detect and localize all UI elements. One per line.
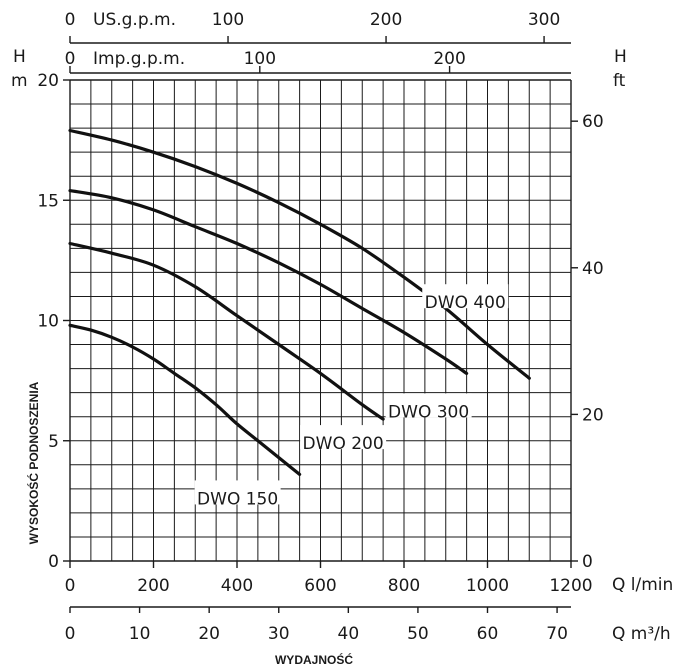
y-tick-label: 15 (37, 191, 59, 211)
us-gpm-tick-label: 200 (370, 10, 402, 30)
series-label-bg-dwo-200 (300, 425, 387, 450)
y-tick-label: 20 (37, 71, 59, 91)
grid (69, 79, 572, 562)
series-label-bg-dwo-150 (194, 480, 281, 505)
imp-gpm-tick-label: 0 (65, 49, 76, 69)
x2-tick-label: 70 (546, 624, 568, 644)
x2-unit-label-m3h: Q m³/h (612, 624, 671, 644)
x-tick-label: 0 (65, 576, 76, 596)
y-tick-label: 10 (37, 312, 59, 332)
y-left-unit-m: m (11, 71, 28, 91)
series-label-bg-dwo-300 (385, 393, 472, 418)
x2-tick-label: 40 (338, 624, 360, 644)
us-gpm-tick-label: 0 (65, 10, 76, 30)
x-unit-label-lmin: Q l/min (612, 575, 673, 595)
us-gpm-tick-label: 300 (528, 10, 560, 30)
y-right-tick-label: 20 (582, 405, 604, 425)
x-tick-label: 800 (388, 576, 420, 596)
series-layer (68, 128, 531, 476)
series-label-bg-dwo-400 (422, 284, 509, 309)
us-gpm-label: US.g.p.m. (93, 10, 176, 30)
series-label-dwo-300: DWO 300 (388, 402, 469, 422)
series-label-dwo-150: DWO 150 (197, 489, 278, 509)
x-tick-label: 200 (137, 576, 169, 596)
imp-gpm-label: Imp.g.p.m. (93, 49, 185, 69)
x-axis-title: WYDAJNOŚĆ (275, 652, 353, 667)
series-label-dwo-200: DWO 200 (303, 434, 384, 454)
x2-tick-label: 60 (477, 624, 499, 644)
x2-tick-label: 30 (268, 624, 290, 644)
imp-gpm-tick-label: 200 (433, 49, 465, 69)
y-axis-title: WYSOKOŚĆ PODNOSZENIA (26, 381, 41, 544)
series-line-dwo-300 (68, 189, 469, 375)
y-tick-label: 0 (48, 552, 59, 572)
y-right-unit-H: H (614, 47, 627, 67)
y-right-unit-ft: ft (613, 71, 626, 91)
series-line-dwo-400 (68, 128, 531, 380)
x-tick-label: 1200 (549, 576, 592, 596)
x-tick-label: 400 (221, 576, 253, 596)
x2-tick-label: 50 (407, 624, 429, 644)
y-left-unit-H: H (13, 47, 26, 67)
us-gpm-tick-label: 100 (212, 10, 244, 30)
x2-tick-label: 0 (65, 624, 76, 644)
x2-tick-label: 10 (129, 624, 151, 644)
series-label-dwo-400: DWO 400 (425, 293, 506, 313)
series-line-dwo-200 (68, 241, 385, 421)
y-tick-label: 5 (48, 432, 59, 452)
x-tick-label: 600 (304, 576, 336, 596)
y-right-tick-label: 0 (582, 552, 593, 572)
x2-tick-label: 20 (198, 624, 220, 644)
series-line-dwo-150 (68, 323, 302, 476)
y-right-tick-label: 40 (582, 259, 604, 279)
x-tick-label: 1000 (466, 576, 509, 596)
y-right-tick-label: 60 (582, 112, 604, 132)
imp-gpm-tick-label: 100 (244, 49, 276, 69)
